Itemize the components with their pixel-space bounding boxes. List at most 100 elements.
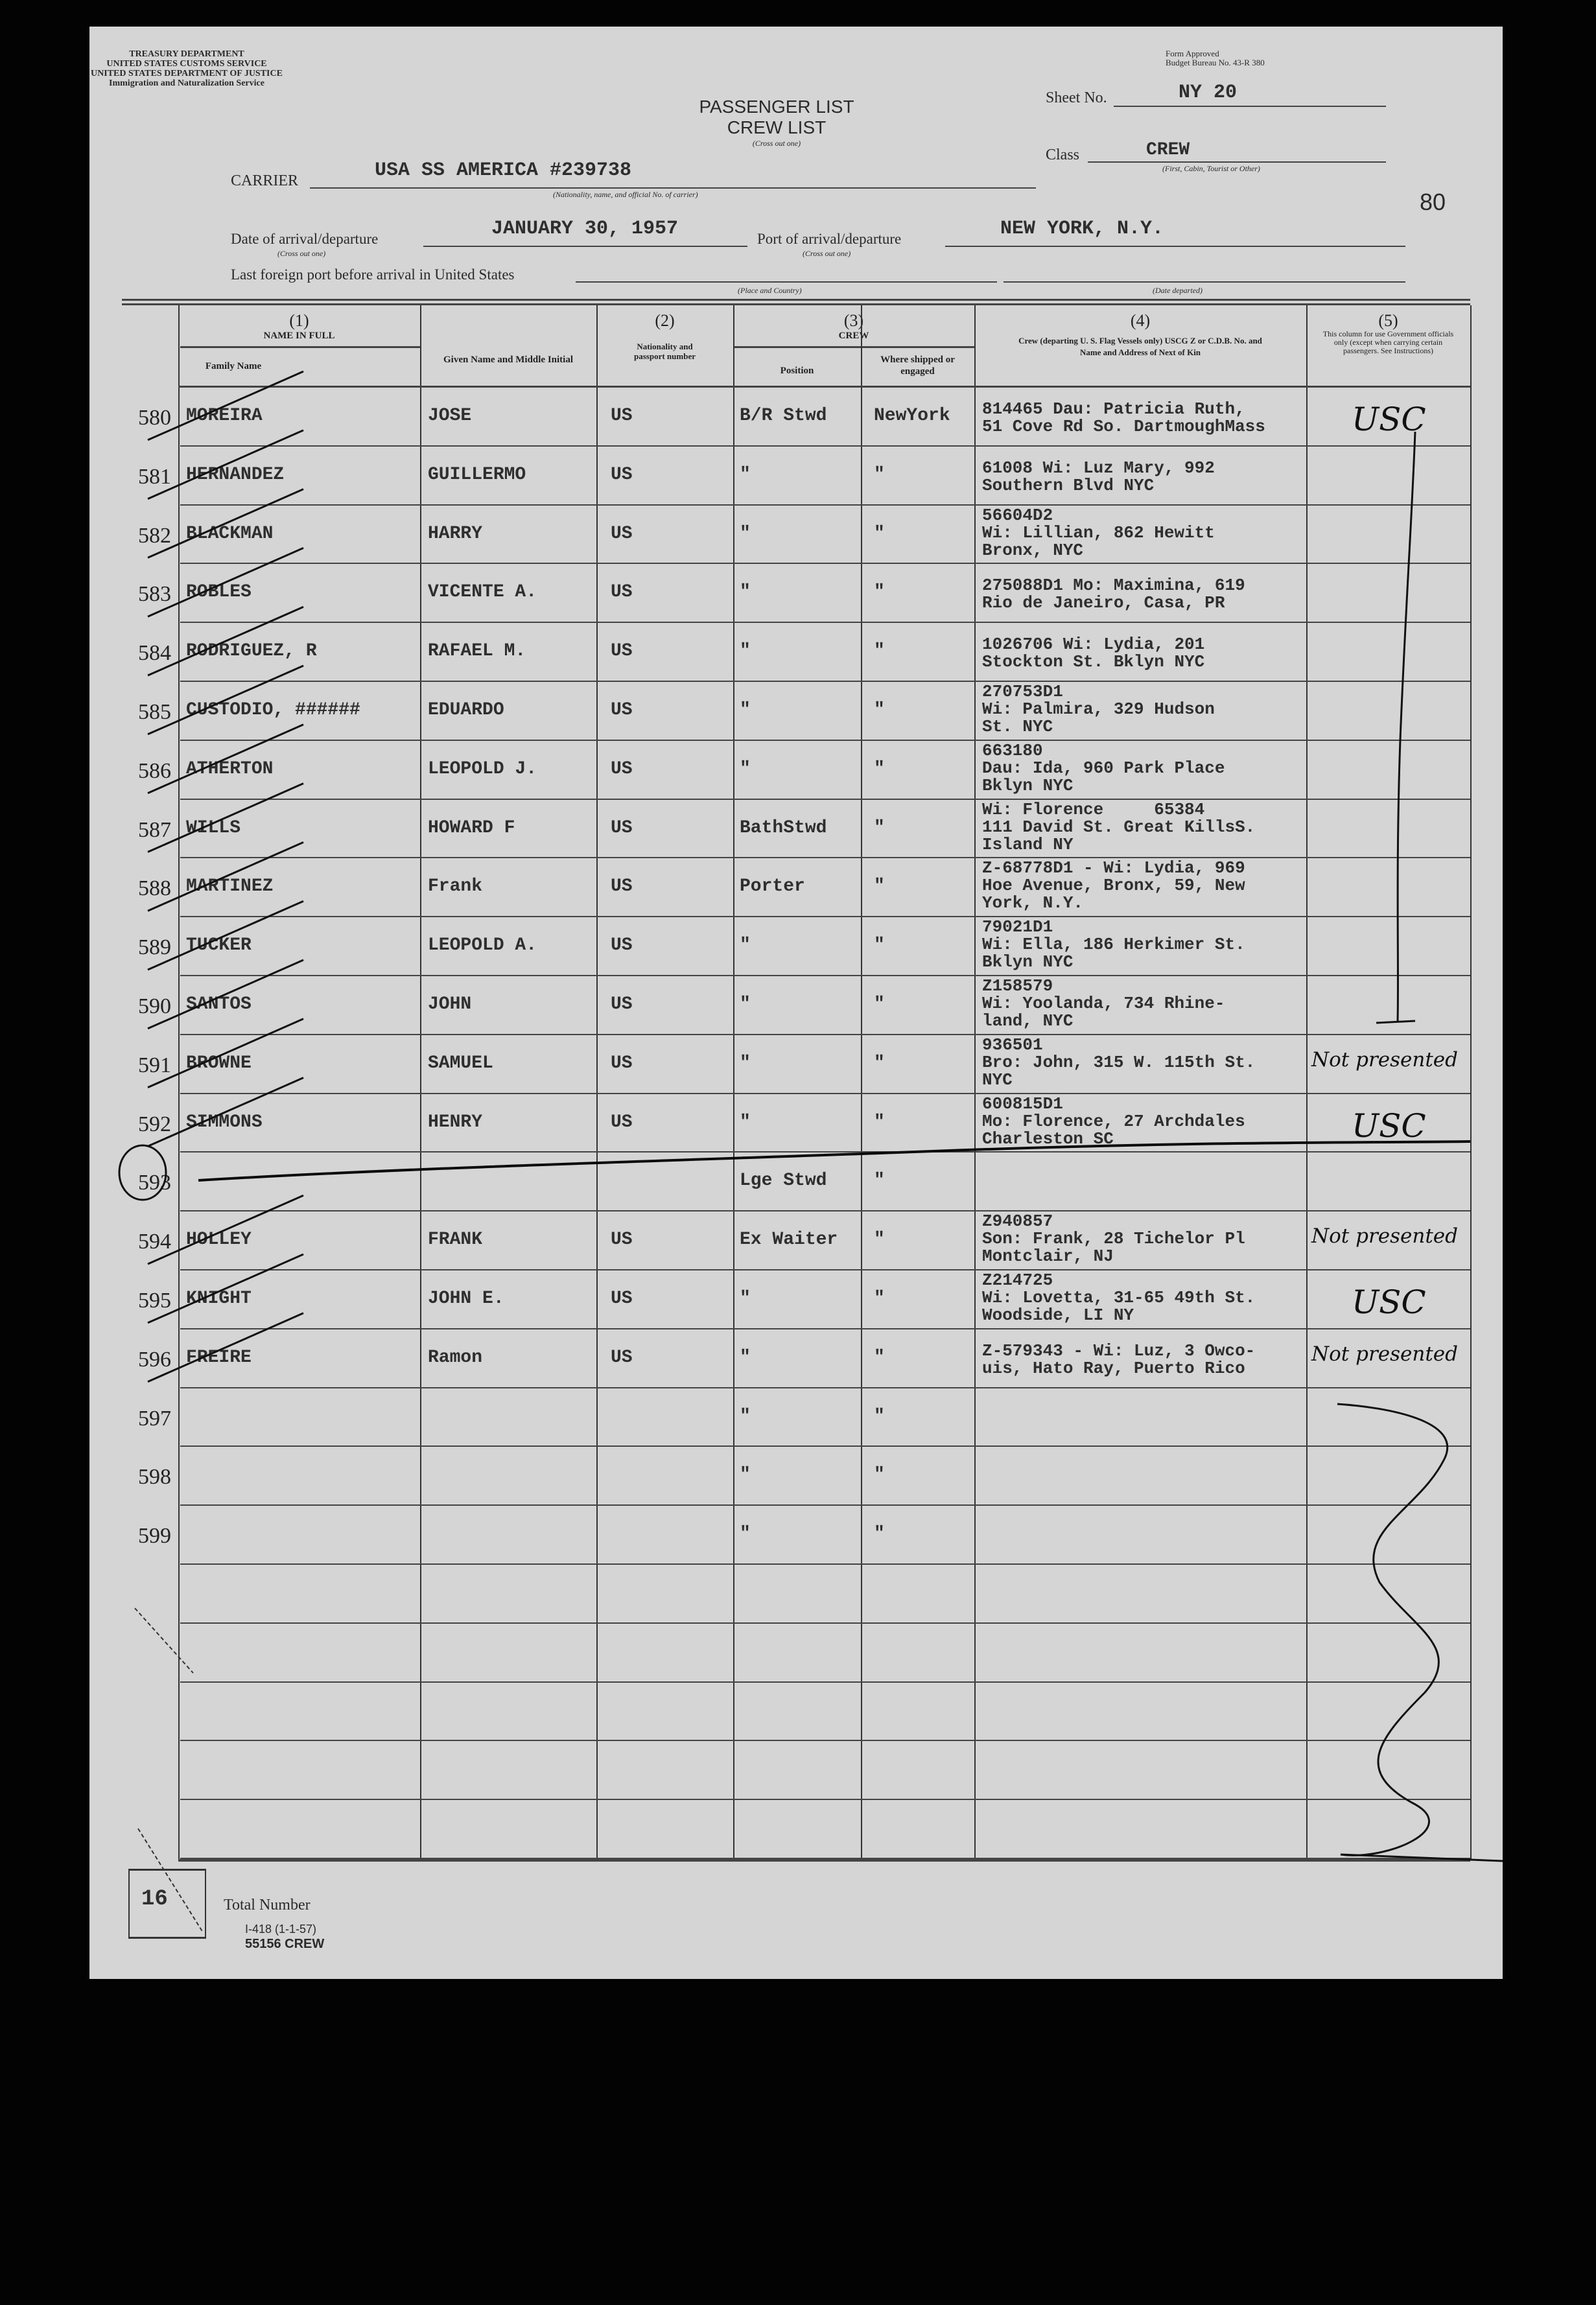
line-number: 581 [138,464,171,489]
nationality: US [611,876,633,897]
line-number: 584 [138,641,171,666]
line-number: 585 [138,700,171,724]
sheet-label: Sheet No. [1046,89,1107,106]
where-shipped: " [874,641,885,662]
given-name: EDUARDO [428,700,504,720]
next-of-kin: 1026706 Wi: Lydia, 201 Stockton St. Bkly… [982,635,1205,672]
handwritten-pen-marks [118,370,1503,1933]
given-name: Frank [428,876,483,897]
col3-number: (3) [843,311,864,330]
given-name: FRANK [428,1230,483,1250]
class-note: (First, Cabin, Tourist or Other) [1162,164,1260,173]
position: " [740,1524,751,1545]
nationality: US [611,700,633,720]
where-shipped: " [874,582,885,603]
row-divider [180,916,1470,918]
position: " [740,1406,751,1427]
where-shipped: " [874,700,885,720]
sheet-value: NY 20 [1179,82,1238,104]
nationality: US [611,523,633,544]
given-name: GUILLERMO [428,464,526,485]
margin-tick-marks [134,1608,204,1933]
agency-line: Immigration and Naturalization Service [109,78,264,88]
strike-through-line [147,723,304,794]
row-divider [180,1387,1470,1388]
port-label: Port of arrival/departure [757,231,902,247]
form-number: I-418 (1-1-57) [245,1923,317,1936]
where-shipped: " [874,464,885,485]
class-rule [1088,161,1386,163]
nationality: US [611,935,633,956]
next-of-kin: Wi: Florence 65384 111 David St. Great K… [982,799,1256,854]
given-name: VICENTE A. [428,582,537,603]
next-of-kin: Z-579343 - Wi: Luz, 3 Owco- uis, Hato Ra… [982,1340,1256,1378]
where-shipped: " [874,1112,885,1132]
position: " [740,1053,751,1073]
family-name: SIMMONS [186,1112,263,1132]
carrier-value: USA SS AMERICA #239738 [375,159,632,181]
row-divider [180,857,1470,859]
given-name: SAMUEL [428,1053,493,1073]
last-port-place-rule [576,281,997,283]
row-divider [180,1622,1470,1624]
position: BathStwd [740,817,827,838]
strike-through-line [147,429,304,500]
official-annotation: Not presented [1311,1342,1458,1366]
row-divider [180,739,1470,741]
next-of-kin: 270753D1 Wi: Palmira, 329 Hudson St. NYC [982,682,1215,736]
column-divider [733,305,734,1859]
line-number: 580 [138,406,171,430]
next-of-kin: Z158579 Wi: Yoolanda, 734 Rhine- land, N… [982,976,1225,1031]
row-divider [180,798,1470,800]
strike-through-line [147,782,304,853]
official-annotation: Not presented [1311,1047,1458,1071]
line-number: 598 [138,1465,171,1490]
col4-number: (4) [1130,311,1151,330]
strike-through-line [147,900,304,971]
col2-header: (2) Nationality and passport number [596,312,733,362]
line-number: 589 [138,935,171,960]
agency-line: UNITED STATES CUSTOMS SERVICE [106,59,267,69]
row-divider [180,1269,1470,1270]
next-of-kin: 275088D1 Mo: Maximina, 619 Rio de Janeir… [982,576,1245,613]
form-approval-line: Form Approved [1166,49,1219,58]
row-divider [180,1799,1470,1801]
col1-title: NAME IN FULL [263,331,335,341]
official-annotation: USC [1352,401,1426,438]
strike-through-line [147,841,304,912]
col4-header: (4) Crew (departing U. S. Flag Vessels o… [974,312,1306,358]
given-name: JOSE [428,406,472,426]
nationality: US [611,817,633,838]
strike-through-line [147,1194,304,1265]
next-of-kin: 61008 Wi: Luz Mary, 992 Southern Blvd NY… [982,458,1215,495]
sheet-rule [1114,106,1386,107]
line-number: 591 [138,1053,171,1077]
line-number: 587 [138,817,171,842]
where-shipped: NewYork [874,406,950,426]
last-port-label: Last foreign port before arrival in Unit… [231,266,515,283]
column-divider [420,305,421,1859]
row-divider [180,1681,1470,1683]
place-note: (Place and Country) [738,286,802,295]
given-name-header: Given Name and Middle Initial [443,355,574,365]
last-port-date-rule [1003,281,1405,283]
row-divider [180,563,1470,565]
wavy-cancel-line [1337,1403,1503,1862]
line-number: 588 [138,876,171,901]
next-of-kin: Z-68778D1 - Wi: Lydia, 969 Hoe Avenue, B… [982,858,1245,913]
where-shipped: " [874,1524,885,1545]
nationality: US [611,1347,633,1368]
list-title: PASSENGER LIST CREW LIST (Cross out one) [692,97,861,148]
next-of-kin: 56604D2 Wi: Lillian, 862 Hewitt Bronx, N… [982,505,1215,560]
col1-number: (1) [289,311,309,330]
strike-through-line [147,1253,304,1324]
column-divider [178,305,180,1859]
position: " [740,935,751,956]
given-name: Ramon [428,1347,483,1368]
next-of-kin: 600815D1 Mo: Florence, 27 Archdales Char… [982,1094,1245,1149]
row-divider [180,622,1470,624]
strike-through-line [147,959,304,1030]
column-divider [861,305,862,1859]
position: " [740,1465,751,1486]
header-double-rule [122,299,1470,301]
